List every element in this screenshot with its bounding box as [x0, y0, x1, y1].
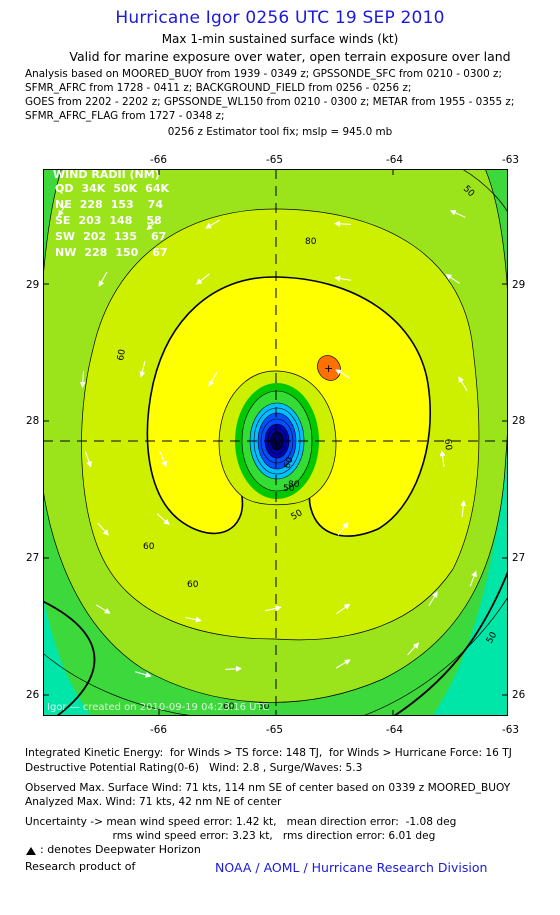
wind-arrow	[407, 642, 420, 656]
contour-label: 80	[305, 237, 317, 247]
ike-line: Integrated Kinetic Energy: for Winds > T…	[25, 747, 512, 759]
created-on-credit: Igor — created on 2010-09-19 04:23:16 UT…	[47, 702, 269, 713]
wind-arrow-group	[58, 202, 477, 678]
wind-arrow	[135, 671, 152, 678]
wind-arrow	[336, 603, 351, 615]
contour-label: 50	[283, 484, 295, 494]
wind-arrow	[159, 451, 167, 468]
lat-tick-left: 26	[26, 689, 40, 701]
wind-arrow	[334, 275, 351, 282]
lon-tick-bottom: -64	[386, 724, 403, 736]
contour-label: 80	[288, 480, 300, 490]
contour-label: 60	[223, 702, 235, 712]
legend-note: : denotes Deepwater Horizon	[40, 843, 201, 856]
wind-arrow	[335, 659, 351, 669]
wind-arrow	[195, 273, 210, 285]
wind-arrow	[458, 376, 468, 392]
wind-arrow	[428, 591, 438, 607]
deepwater-horizon-icon	[26, 847, 36, 855]
analysis-line: Analysis based on MOORED_BUOY from 1939 …	[25, 68, 502, 80]
analysis-sources: Analysis based on MOORED_BUOY from 1939 …	[25, 67, 514, 123]
wind-radii-header: QD 34K 50K 64K	[55, 182, 169, 195]
chart-title: Hurricane Igor 0256 UTC 19 SEP 2010	[115, 8, 445, 28]
wind-arrow	[460, 500, 467, 518]
wind-radii-row: NW 228 150 67	[55, 246, 168, 259]
wind-arrow	[139, 361, 146, 378]
uncertainty-line-1: Uncertainty -> mean wind speed error: 1.…	[25, 816, 457, 828]
wind-arrow	[208, 371, 218, 387]
lon-tick-top: -63	[502, 154, 519, 166]
lat-tick-right: 28	[512, 415, 526, 427]
max-wind-blob	[317, 355, 341, 381]
lat-tick-right: 27	[512, 552, 526, 564]
observed-max-line: Observed Max. Surface Wind: 71 kts, 114 …	[25, 782, 511, 794]
wind-arrow	[337, 521, 349, 536]
wind-arrow	[335, 369, 351, 379]
contour-label: 60	[116, 348, 128, 361]
wind-arrow	[224, 665, 242, 672]
lon-tick-bottom: -63	[502, 724, 519, 736]
wind-arrow	[97, 522, 109, 536]
dpr-line: Destructive Potential Rating(0-6) Wind: …	[25, 762, 363, 774]
wind-arrow	[79, 370, 86, 388]
lon-tick-top: -65	[266, 154, 283, 166]
wind-arrow	[449, 210, 466, 218]
analysis-line: SFMR_AFRC_FLAG from 1727 - 0348 z;	[25, 110, 225, 122]
lon-tick-bottom: -65	[266, 724, 283, 736]
wind-arrow	[58, 202, 68, 217]
lon-tick-top: -66	[150, 154, 167, 166]
wind-arrow	[185, 616, 202, 623]
center-plus-marker: +	[324, 362, 333, 375]
wind-arrow	[205, 219, 221, 229]
wind-arrow	[265, 605, 282, 612]
wind-radii-table: WIND RADII (NM) QD 34K 50K 64K NE 228 153 74 S…	[53, 169, 169, 259]
lon-tick-bottom: -66	[150, 724, 167, 736]
wind-arrow	[84, 451, 92, 468]
analyzed-max-line: Analyzed Max. Wind: 71 kts, 42 nm NE of …	[25, 796, 282, 808]
wind-arrow	[469, 570, 477, 587]
wind-arrow	[146, 218, 160, 231]
contour-label: 60	[282, 456, 295, 470]
contour-label: 60	[143, 542, 155, 552]
wind-radii-row: NE 228 153 74	[55, 198, 163, 211]
wind-arrow	[445, 274, 460, 284]
wind-arrow	[439, 450, 446, 467]
wind-arrow	[98, 271, 108, 287]
lat-tick-left: 28	[26, 415, 40, 427]
wind-arrow	[95, 604, 111, 614]
contour-label: 60	[187, 580, 199, 590]
lat-tick-right: 26	[512, 689, 526, 701]
org-credit: NOAA / AOML / Hurricane Research Divisio…	[215, 860, 488, 875]
fix-info: 0256 z Estimator tool fix; mslp = 945.0 …	[167, 126, 393, 138]
wind-radii-row: SE 203 148 58	[55, 214, 162, 227]
lat-tick-right: 29	[512, 279, 526, 291]
chart-subtitle: Max 1-min sustained surface winds (kt)	[161, 32, 399, 46]
wind-radii-title: WIND RADII (NM)	[53, 169, 160, 181]
analysis-line: SFMR_AFRC from 1728 - 0411 z; BACKGROUND…	[25, 82, 412, 94]
uncertainty-line-2: rms wind speed error: 3.23 kt, rms direc…	[25, 830, 436, 842]
analysis-line: GOES from 2202 - 2202 z; GPSSONDE_WL150 …	[25, 96, 515, 108]
contour-label: 60	[442, 438, 453, 451]
contour-lines	[43, 169, 508, 716]
lat-tick-left: 29	[26, 279, 40, 291]
exposure-note: Valid for marine exposure over water, op…	[69, 49, 511, 64]
wind-radii-row: SW 202 135 67	[55, 230, 166, 243]
lon-tick-top: -64	[386, 154, 403, 166]
research-label: Research product of	[25, 860, 136, 873]
frame-ticks	[43, 169, 508, 716]
contour-label: 50	[258, 702, 270, 712]
wind-arrow	[156, 513, 170, 525]
wind-arrow	[334, 220, 352, 227]
wind-field-map: + 80 60 60 80 60 50 50 50 60 50 60 60 50…	[43, 169, 508, 716]
lat-tick-left: 27	[26, 552, 40, 564]
